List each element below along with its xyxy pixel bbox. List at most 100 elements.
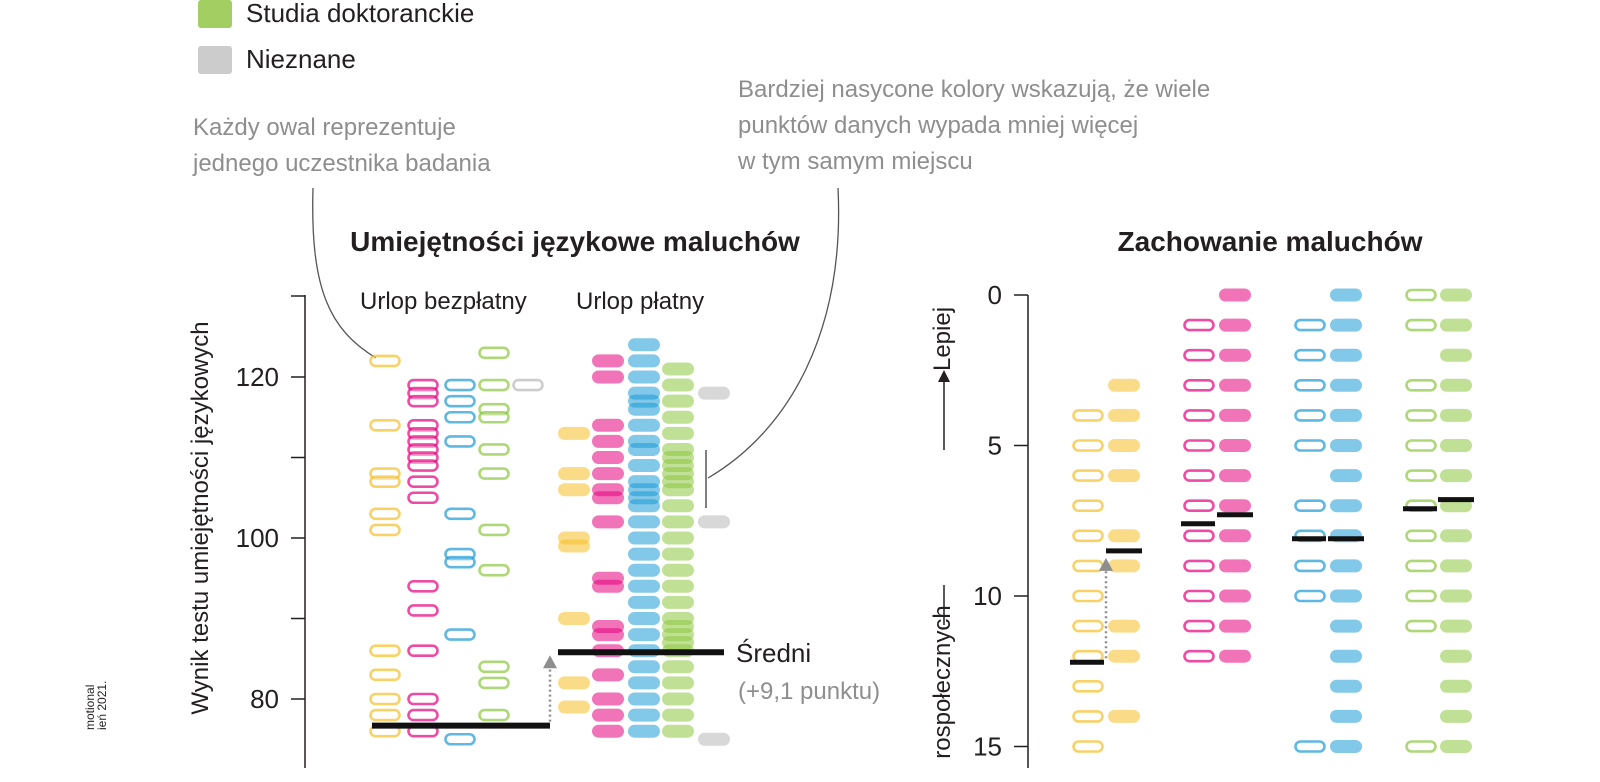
note-oval: Każdy owal reprezentuje jednego uczestni… [193,110,491,182]
y-tick-label-behavior: 5 [988,431,1002,461]
data-oval-yellow [1072,710,1104,723]
data-oval-green [1405,559,1437,573]
data-oval-pink [1183,469,1215,482]
data-oval-yellow [1108,408,1140,422]
y-tick-label-behavior: 0 [988,280,1002,310]
data-oval-yellow [1108,649,1140,663]
data-oval-blue [1330,288,1362,302]
data-oval-gray [512,378,544,392]
data-oval-yellow [369,523,401,537]
data-oval-blue [628,612,660,625]
data-oval-green [662,708,694,722]
data-oval-yellow [1072,649,1104,663]
data-oval-blue [444,394,476,408]
data-oval-pink [1183,619,1215,633]
note-line: punktów danych wypada mniej więcej [738,112,1139,139]
data-oval-green [1440,439,1472,452]
data-oval-green [1405,589,1437,603]
data-oval-green [1440,740,1472,753]
data-oval-blue [1330,740,1362,753]
data-oval-gray [698,732,730,746]
mean-label: Średni [736,638,812,668]
data-oval-pink [1183,499,1215,513]
data-oval-green [478,708,510,722]
data-oval-blue [1294,589,1326,603]
data-oval-pink [592,628,624,642]
data-oval-yellow [1108,469,1140,483]
data-oval-yellow [369,708,401,722]
data-oval-green [1440,559,1472,573]
data-oval-green [1440,378,1472,392]
data-oval-green [662,378,694,392]
data-oval-pink [1183,589,1215,603]
note-line: Bardziej nasycone kolory wskazują, że wi… [738,76,1211,103]
data-oval-green [662,595,694,609]
data-oval-pink [592,668,624,682]
callout-line-saturation [707,187,840,479]
data-oval-yellow [1108,709,1140,723]
data-oval-blue [1330,469,1362,483]
data-oval-blue [628,531,660,545]
data-oval-green [478,443,510,456]
y-tick-label-behavior: 10 [973,581,1002,611]
data-oval-pink [407,708,439,722]
data-oval-blue [628,547,660,561]
data-oval-blue [1330,709,1362,723]
data-oval-yellow [1072,469,1104,482]
note-line: Każdy owal reprezentuje [193,114,456,141]
data-oval-gray [698,386,730,400]
data-oval-blue [1330,378,1362,392]
data-oval-pink [1219,288,1251,302]
data-oval-blue [1330,499,1362,513]
data-oval-green [478,676,510,690]
data-oval-pink [1183,529,1215,543]
data-oval-blue [628,354,660,368]
data-oval-pink [592,418,624,432]
data-oval-pink [1219,559,1251,573]
data-oval-pink [1219,529,1251,543]
better-arrow-head [938,370,950,382]
data-oval-pink [407,475,439,488]
data-oval-green [1440,709,1472,723]
chart-title-language: Umiejętności językowe maluchów [350,226,800,257]
data-oval-blue [628,338,660,352]
data-oval-green [662,362,694,376]
data-oval-yellow [369,354,401,368]
data-oval-green [662,547,694,561]
data-oval-pink [1219,619,1251,633]
data-oval-yellow [1072,499,1104,513]
mean-diff-label: (+9,1 punktu) [738,678,881,705]
data-oval-blue [1294,409,1326,422]
data-oval-blue [1330,408,1362,422]
data-oval-green [478,660,510,674]
data-oval-blue [628,515,660,529]
data-oval-pink [1219,499,1251,513]
group-label-paid: Urlop płatny [576,288,705,315]
data-oval-blue [628,676,660,690]
data-oval-blue [444,435,476,448]
data-oval-green [1405,409,1437,422]
data-oval-pink [407,579,439,593]
y-tick-label-language: 120 [236,362,279,392]
data-oval-green [478,467,510,480]
y-tick-label-language: 100 [236,523,279,553]
data-oval-blue [444,378,476,392]
data-oval-green [1405,378,1437,392]
data-oval-pink [407,644,439,658]
data-oval-pink [407,394,439,408]
data-oval-blue [1294,499,1326,513]
data-oval-green [1440,348,1472,362]
data-oval-green [1405,469,1437,482]
data-oval-blue [1330,439,1362,452]
legend-item-doctoral: Studia doktoranckie [198,0,474,29]
data-oval-pink [407,692,439,706]
data-oval-yellow [1108,378,1140,392]
data-oval-yellow [1108,529,1140,543]
data-oval-blue [1294,318,1326,332]
data-oval-blue [444,507,476,521]
data-oval-pink [1183,378,1215,392]
data-oval-blue [628,370,660,384]
data-oval-blue [444,555,476,569]
y-tick-label-language: 80 [250,684,279,714]
